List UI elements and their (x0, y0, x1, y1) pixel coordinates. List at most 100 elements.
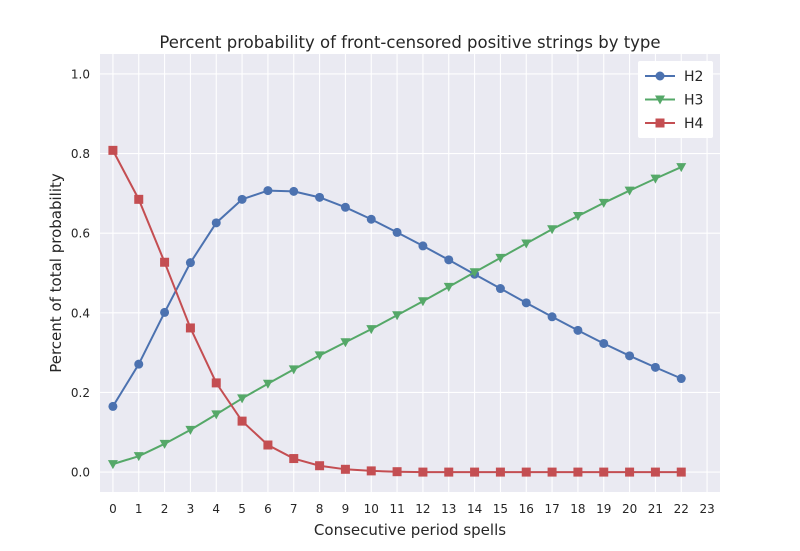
data-point-h2 (599, 338, 609, 348)
x-tick-label: 8 (316, 502, 324, 516)
data-point-h4 (625, 467, 635, 477)
y-tick-labels: 0.0 0.2 0.4 0.6 0.8 1.0 (71, 67, 90, 479)
data-point-h3 (495, 253, 506, 263)
y-tick-label: 0.8 (71, 147, 90, 161)
data-point-h4 (237, 416, 247, 426)
data-point-h4 (108, 145, 118, 155)
data-point-h2 (108, 401, 118, 411)
x-tick-labels: 0 1 2 3 4 5 6 7 8 9 10 11 12 13 14 15 16 17 18 19 20 21 22 23 (109, 502, 715, 516)
data-point-h3 (572, 212, 583, 222)
data-point-h4 (495, 467, 505, 477)
data-point-h4 (211, 378, 221, 388)
x-axis-label: Consecutive period spells (314, 521, 506, 539)
legend-label: H2 (684, 69, 703, 85)
data-point-h3 (288, 365, 299, 375)
y-axis-label: Percent of total probability (47, 173, 65, 373)
legend-marker (655, 71, 665, 81)
x-tick-label: 11 (389, 502, 404, 516)
data-point-h2 (521, 298, 531, 308)
data-point-h3 (547, 225, 558, 235)
x-tick-label: 23 (699, 502, 714, 516)
x-tick-label: 7 (290, 502, 298, 516)
chart-title: Percent probability of front-censored po… (159, 33, 660, 52)
data-point-h2 (418, 241, 428, 251)
data-point-h4 (185, 323, 195, 333)
data-point-h3 (314, 351, 325, 361)
legend-marker (655, 95, 665, 105)
x-tick-label: 4 (212, 502, 220, 516)
data-point-h4 (599, 467, 609, 477)
data-point-h2 (366, 214, 376, 224)
data-point-h4 (340, 464, 350, 474)
x-tick-label: 19 (596, 502, 611, 516)
x-tick-label: 12 (415, 502, 430, 516)
y-tick-label: 0.0 (71, 466, 90, 480)
data-point-h2 (289, 186, 299, 196)
data-point-h3 (392, 311, 403, 321)
series-h4 (108, 145, 686, 477)
data-point-h2 (495, 284, 505, 294)
data-point-h3 (262, 379, 273, 389)
data-point-h2 (650, 362, 660, 372)
data-point-h3 (650, 174, 661, 184)
data-point-h2 (211, 218, 221, 228)
series-group (107, 145, 687, 477)
x-tick-label: 13 (441, 502, 456, 516)
data-point-h3 (417, 297, 428, 307)
data-point-h3 (521, 239, 532, 249)
data-point-h2 (392, 227, 402, 237)
data-point-h3 (107, 460, 118, 470)
x-tick-label: 10 (364, 502, 379, 516)
data-point-h4 (392, 467, 402, 477)
data-point-h4 (315, 461, 325, 471)
legend-label: H3 (684, 93, 703, 109)
x-tick-label: 5 (238, 502, 246, 516)
x-tick-label: 1 (135, 502, 143, 516)
data-point-h2 (315, 192, 325, 202)
data-point-h4 (573, 467, 583, 477)
y-tick-label: 0.6 (71, 227, 90, 241)
x-tick-label: 18 (570, 502, 585, 516)
data-point-h3 (340, 338, 351, 348)
grid-lines (100, 54, 720, 492)
data-point-h3 (366, 325, 377, 335)
x-tick-label: 6 (264, 502, 272, 516)
legend-label: H4 (684, 116, 704, 132)
x-tick-label: 22 (674, 502, 689, 516)
data-point-h2 (134, 359, 144, 369)
y-tick-label: 0.4 (71, 306, 90, 320)
data-point-h3 (133, 452, 144, 462)
x-tick-label: 15 (493, 502, 508, 516)
data-point-h2 (676, 374, 686, 384)
data-point-h4 (521, 467, 531, 477)
data-point-h2 (625, 351, 635, 361)
data-point-h2 (237, 194, 247, 204)
data-point-h3 (237, 394, 248, 404)
data-point-h3 (624, 186, 635, 196)
data-point-h4 (470, 467, 480, 477)
data-point-h4 (366, 466, 376, 476)
data-point-h3 (443, 282, 454, 292)
data-point-h2 (185, 258, 195, 268)
data-point-h4 (444, 467, 454, 477)
y-tick-label: 0.2 (71, 386, 90, 400)
x-tick-label: 16 (519, 502, 534, 516)
data-point-h4 (547, 467, 557, 477)
x-tick-label: 14 (467, 502, 482, 516)
x-tick-label: 3 (187, 502, 195, 516)
plot-area (100, 54, 720, 492)
data-point-h4 (134, 194, 144, 204)
data-point-h4 (418, 467, 428, 477)
x-tick-label: 21 (648, 502, 663, 516)
data-point-h3 (159, 439, 170, 449)
data-point-h2 (547, 312, 557, 322)
series-h3 (107, 163, 687, 470)
x-tick-label: 17 (544, 502, 559, 516)
data-point-h2 (263, 186, 273, 196)
data-point-h2 (573, 325, 583, 335)
data-point-h4 (650, 467, 660, 477)
data-point-h2 (160, 307, 170, 317)
data-point-h4 (676, 467, 686, 477)
